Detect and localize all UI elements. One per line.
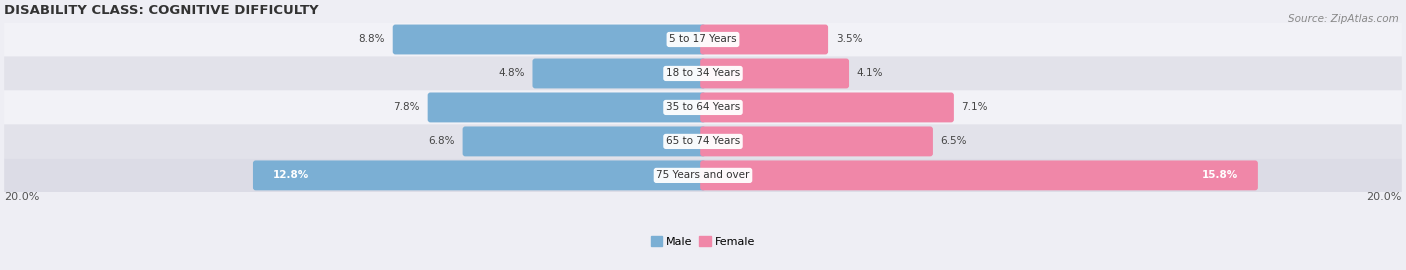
Text: 6.8%: 6.8% <box>429 136 456 146</box>
Text: 6.5%: 6.5% <box>941 136 967 146</box>
FancyBboxPatch shape <box>463 126 706 156</box>
Text: 20.0%: 20.0% <box>4 193 39 202</box>
Text: 7.8%: 7.8% <box>394 102 420 112</box>
Text: 20.0%: 20.0% <box>1367 193 1402 202</box>
FancyBboxPatch shape <box>700 160 1258 190</box>
FancyBboxPatch shape <box>427 93 706 122</box>
Text: DISABILITY CLASS: COGNITIVE DIFFICULTY: DISABILITY CLASS: COGNITIVE DIFFICULTY <box>4 4 319 17</box>
FancyBboxPatch shape <box>4 90 1402 124</box>
FancyBboxPatch shape <box>4 22 1402 56</box>
Text: 8.8%: 8.8% <box>359 35 385 45</box>
Text: 4.1%: 4.1% <box>856 69 883 79</box>
Text: 18 to 34 Years: 18 to 34 Years <box>666 69 740 79</box>
Legend: Male, Female: Male, Female <box>647 232 759 251</box>
Text: 7.1%: 7.1% <box>962 102 988 112</box>
Text: 4.8%: 4.8% <box>498 69 524 79</box>
Text: 65 to 74 Years: 65 to 74 Years <box>666 136 740 146</box>
FancyBboxPatch shape <box>4 56 1402 90</box>
Text: 12.8%: 12.8% <box>273 170 309 180</box>
Text: Source: ZipAtlas.com: Source: ZipAtlas.com <box>1288 14 1399 23</box>
Text: 5 to 17 Years: 5 to 17 Years <box>669 35 737 45</box>
Text: 15.8%: 15.8% <box>1201 170 1237 180</box>
Text: 35 to 64 Years: 35 to 64 Years <box>666 102 740 112</box>
FancyBboxPatch shape <box>700 59 849 88</box>
FancyBboxPatch shape <box>533 59 706 88</box>
FancyBboxPatch shape <box>253 160 706 190</box>
Text: 3.5%: 3.5% <box>835 35 862 45</box>
FancyBboxPatch shape <box>392 25 706 55</box>
Text: 75 Years and over: 75 Years and over <box>657 170 749 180</box>
FancyBboxPatch shape <box>4 158 1402 193</box>
FancyBboxPatch shape <box>700 93 953 122</box>
FancyBboxPatch shape <box>4 124 1402 158</box>
FancyBboxPatch shape <box>700 126 934 156</box>
FancyBboxPatch shape <box>700 25 828 55</box>
